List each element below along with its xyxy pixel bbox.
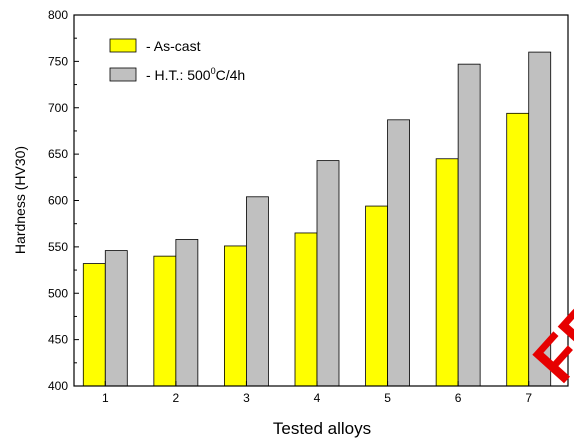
y-axis-title: Hardness (HV30) [12, 146, 28, 254]
legend-swatch-heat-treated [109, 67, 137, 82]
x-tick-label-3: 3 [243, 391, 250, 405]
legend-label-as-cast: - As-cast [146, 38, 201, 54]
y-tick-label-800: 800 [48, 8, 68, 22]
y-tick-label-550: 550 [48, 240, 68, 254]
bar-heat-treated-5 [387, 119, 410, 387]
bar-heat-treated-2 [175, 239, 199, 387]
y-tick-label-650: 650 [48, 147, 68, 161]
legend-swatch-as-cast [109, 38, 137, 53]
y-tick-label-600: 600 [48, 194, 68, 208]
x-tick-label-5: 5 [384, 391, 391, 405]
bar-as-cast-4 [294, 232, 318, 387]
x-tick-label-4: 4 [314, 391, 321, 405]
y-tick-label-400: 400 [48, 379, 68, 393]
y-tick-label-500: 500 [48, 286, 68, 300]
legend: - As-cast - H.T.: 5000C/4h [109, 38, 245, 83]
bar-heat-treated-1 [104, 250, 128, 387]
bar-as-cast-1 [82, 263, 106, 387]
bar-heat-treated-6 [457, 63, 481, 387]
x-tick-label-1: 1 [102, 391, 109, 405]
y-tick-label-700: 700 [48, 101, 68, 115]
bar-as-cast-3 [224, 245, 247, 387]
x-tick-label-2: 2 [173, 391, 180, 405]
x-axis-title: Tested alloys [273, 419, 371, 438]
y-tick-label-450: 450 [48, 333, 68, 347]
bar-as-cast-6 [435, 158, 459, 387]
y-tick-label-750: 750 [48, 54, 68, 68]
legend-label-heat-treated: - H.T.: 5000C/4h [146, 66, 245, 83]
bar-heat-treated-3 [246, 196, 269, 387]
bar-as-cast-2 [153, 255, 177, 387]
bar-heat-treated-4 [316, 160, 340, 387]
x-tick-label-6: 6 [455, 391, 462, 405]
x-tick-label-7: 7 [525, 391, 532, 405]
bars-layer [82, 51, 552, 387]
axes-layer [73, 14, 569, 387]
bar-as-cast-5 [365, 205, 388, 387]
tick-labels-layer: 400 450 500 550 600 650 700 750 800 1 2 3 4 5 6 7 [48, 8, 532, 405]
